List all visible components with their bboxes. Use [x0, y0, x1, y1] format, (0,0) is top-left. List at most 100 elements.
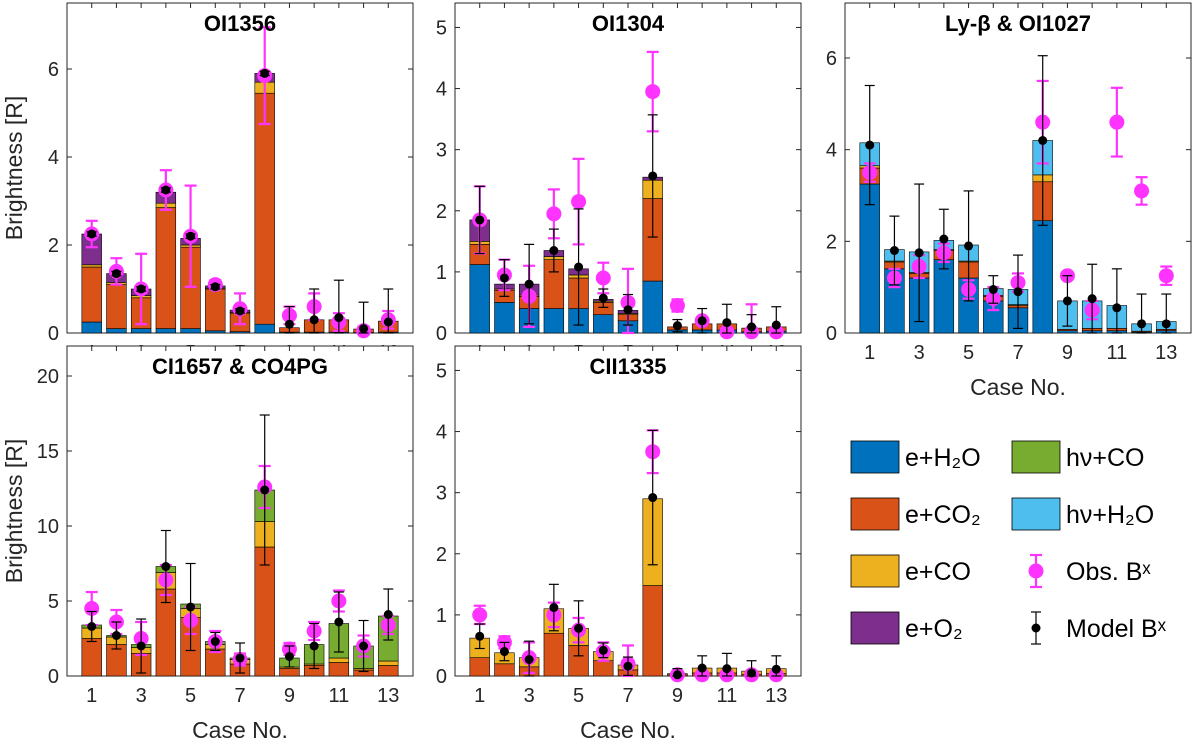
y-tick-label: 5 [436, 17, 447, 39]
legend-label-e_h2o: e+H₂O [905, 444, 981, 472]
x-tick-label: 9 [284, 685, 295, 707]
y-tick-label: 5 [436, 360, 447, 382]
x-tick-label: 1 [86, 685, 97, 707]
model-point [771, 320, 781, 330]
y-tick-label: 0 [436, 666, 447, 688]
model-point [939, 234, 949, 244]
bar-segment-e_h2o [642, 280, 663, 334]
model-point [1038, 136, 1048, 145]
bar-segment-e_h2o [543, 308, 565, 334]
legend-label-e_o2: e+O₂ [905, 615, 963, 643]
model-point [475, 215, 485, 225]
x-tick-label: 3 [524, 685, 535, 707]
legend-model-marker [1031, 623, 1041, 633]
bar-segment-e_co2 [155, 207, 177, 329]
bar-segment-e_co2 [205, 288, 226, 332]
obs-point [1158, 268, 1174, 284]
y-tick-label: 4 [436, 422, 447, 444]
model-point [210, 282, 220, 292]
y-tick-label: 0 [436, 323, 447, 345]
panel-title: Ly-β & OI1027 [945, 11, 1091, 36]
model-point [260, 485, 270, 495]
model-point [574, 623, 584, 633]
model-point [87, 622, 97, 631]
model-point [722, 664, 732, 674]
model-point [889, 246, 899, 255]
legend-label-hv_co: hν+CO [1066, 444, 1145, 472]
panel-1: 012345135791113OI1304 [436, 2, 802, 364]
model-point [598, 645, 608, 655]
x-tick-label: 11 [716, 685, 737, 707]
bar-segment-e_h2o [933, 259, 955, 334]
model-point [1112, 303, 1122, 313]
model-point [1013, 287, 1023, 297]
model-point [359, 641, 369, 651]
model-point [87, 229, 97, 239]
model-point [210, 637, 220, 646]
model-point [260, 68, 270, 78]
x-axis-label: Case No. [580, 717, 676, 743]
model-point [359, 324, 369, 334]
model-point [524, 655, 534, 664]
bar-segment-e_h2o [155, 328, 177, 334]
x-tick-label: 11 [328, 685, 349, 707]
y-tick-label: 20 [37, 366, 59, 388]
y-tick-label: 15 [37, 441, 59, 463]
model-point [309, 315, 319, 325]
x-tick-label: 7 [622, 685, 633, 707]
model-point [383, 610, 393, 619]
model-point [383, 317, 393, 327]
model-point [136, 641, 146, 651]
obs-point [645, 84, 661, 100]
y-tick-label: 4 [48, 147, 59, 169]
model-point [524, 279, 534, 289]
legend-swatch-e_h2o [850, 440, 900, 474]
model-point [988, 284, 998, 294]
bar-segment-e_h2o [130, 328, 152, 334]
bar-segment-e_co2 [254, 92, 275, 325]
legend-swatch-e_co [850, 554, 900, 588]
bar-segment-e_co [81, 264, 102, 268]
model-point [648, 493, 658, 503]
bar-segment-e_co2 [543, 632, 565, 677]
x-tick-label: 5 [963, 342, 974, 364]
bar-segment-e_h2o [81, 321, 102, 334]
y-tick-label: 2 [826, 231, 837, 253]
y-axis-label: Brightness [R] [1, 439, 27, 583]
model-point [574, 262, 584, 272]
model-point [697, 663, 707, 673]
x-axis-label: Case No. [970, 374, 1066, 400]
model-point [747, 322, 757, 332]
model-point [161, 562, 171, 571]
y-tick-label: 6 [48, 59, 59, 81]
axes-box [66, 345, 414, 677]
model-point [1087, 294, 1097, 304]
legend-label-obs: Obs. Bˣ [1066, 558, 1151, 586]
bar-segment-e_co2 [593, 660, 614, 677]
model-point [111, 269, 121, 279]
legend-swatch-hv_co [1011, 440, 1061, 474]
panel-0: 0246135791113OI1356Brightness [R] [1, 2, 414, 364]
model-point [914, 248, 924, 258]
model-point [111, 631, 121, 640]
model-point [186, 231, 196, 241]
legend-obs-marker [1028, 563, 1044, 579]
legend-swatch-hv_h2o [1011, 497, 1061, 531]
model-point [334, 313, 344, 323]
obs-point [84, 601, 100, 616]
y-axis-label: Brightness [R] [1, 96, 27, 240]
model-point [186, 602, 196, 612]
bar-segment-e_h2o [254, 323, 275, 334]
obs-point [546, 206, 562, 222]
bar-segment-e_h2o [1032, 220, 1053, 334]
bar-segment-e_co2 [81, 638, 102, 677]
y-tick-label: 6 [826, 48, 837, 70]
x-tick-label: 7 [234, 685, 245, 707]
model-point [161, 185, 171, 195]
y-tick-label: 4 [826, 140, 837, 162]
panel-title: CII1335 [589, 354, 666, 379]
x-tick-label: 13 [765, 685, 787, 707]
model-point [1161, 319, 1171, 329]
